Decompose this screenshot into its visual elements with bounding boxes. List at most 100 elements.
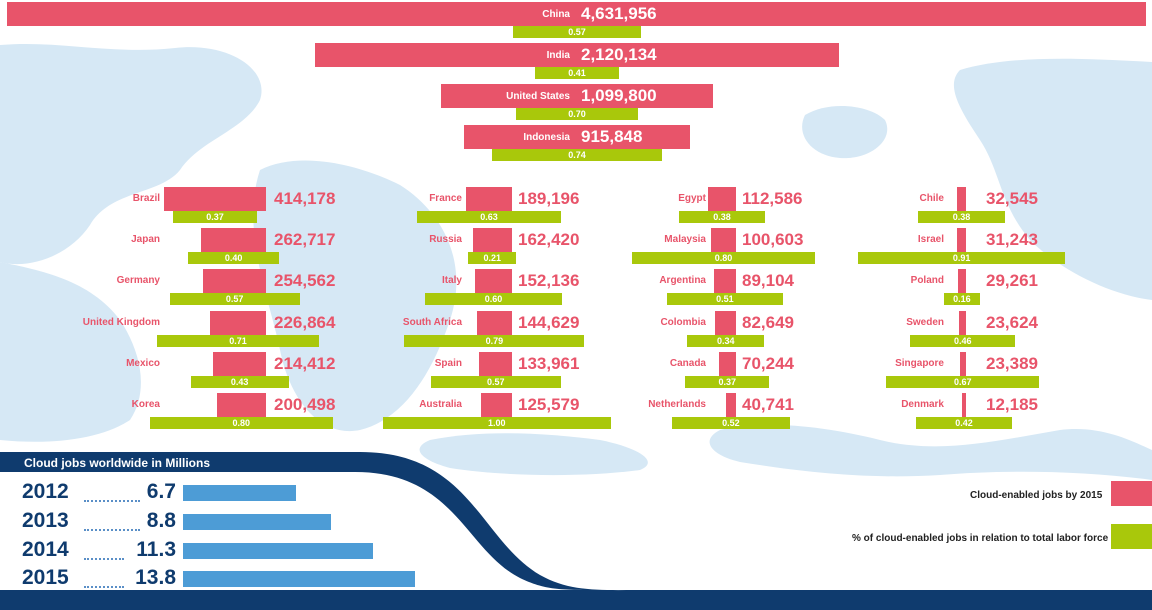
jobs-label-indonesia: 915,848 [581,127,643,146]
jobs-label-netherlands: 40,741 [742,395,794,414]
country-label-netherlands: Netherlands [648,399,706,410]
jobs-bar-italy [475,269,512,293]
pct-bar-brazil: 0.37 [172,211,258,223]
country-label-singapore: Singapore [895,358,944,369]
jobs-label-singapore: 23,389 [986,354,1038,373]
country-label-south-africa: South Africa [402,317,462,328]
pct-bar-united-kingdom: 0.71 [157,335,319,347]
pct-bar-netherlands: 0.52 [671,417,791,429]
jobs-label-egypt: 112,586 [742,189,803,208]
map-region-southeast [709,424,1152,480]
legend-jobs-label: Cloud-enabled jobs by 2015 [970,490,1103,501]
jobs-label-argentina: 89,104 [742,271,794,290]
country-label-indonesia: Indonesia [523,132,570,143]
jobs-bar-spain [479,352,512,376]
pct-bar-australia: 1.00 [382,417,611,429]
jobs-bar-russia [472,228,512,252]
pct-bar-korea: 0.80 [150,417,333,429]
jobs-bar-egypt [708,187,736,211]
jobs-label-poland: 29,261 [986,271,1038,290]
country-label-malaysia: Malaysia [664,234,706,245]
country-label-korea: Korea [131,399,160,410]
country-label-chile: Chile [919,193,944,204]
pct-bar-india: 0.41 [535,67,619,79]
map-region-east [953,58,1152,300]
country-label-italy: Italy [441,275,462,286]
pct-bar-colombia: 0.34 [686,335,765,347]
worldwide-value-2014: 11.3 [136,538,176,561]
pct-bar-chile: 0.38 [918,211,1005,223]
jobs-label-israel: 31,243 [986,230,1038,249]
country-label-colombia: Colombia [660,317,706,328]
source-note: Source: IDC White Paper Sponsored by Mic… [635,577,1019,586]
jobs-label-sweden: 23,624 [986,313,1038,332]
jobs-bar-germany [203,269,266,293]
pct-bar-china: 0.57 [513,26,641,38]
worldwide-year-2012: 2012 [22,480,69,503]
pct-bar-indonesia: 0.74 [492,149,662,161]
country-label-brazil: Brazil [132,193,160,204]
jobs-bar-sweden [959,311,966,335]
pct-bar-france: 0.63 [417,211,561,223]
jobs-label-united-kingdom: 226,864 [274,313,336,332]
jobs-bar-india [315,43,839,67]
jobs-label-united-states: 1,099,800 [581,86,657,105]
worldwide-leader-2013 [84,529,140,531]
worldwide-year-2013: 2013 [22,509,69,532]
pct-bar-canada: 0.37 [685,376,770,388]
country-label-canada: Canada [669,358,706,369]
jobs-bar-chile [957,187,966,211]
jobs-bar-china [7,2,1146,26]
jobs-label-australia: 125,579 [518,395,580,414]
jobs-label-malaysia: 100,603 [742,230,804,249]
map-region-west [0,43,262,265]
map-region-island [802,105,888,159]
jobs-bar-united-states [441,84,713,108]
jobs-bar-brazil [164,187,266,211]
jobs-bar-canada [718,352,736,376]
jobs-bar-australia [481,393,512,417]
worldwide-bar-2012 [183,485,296,501]
pct-bar-denmark: 0.42 [916,417,1012,429]
jobs-bar-singapore [959,352,966,376]
jobs-bar-united-kingdom [210,311,266,335]
world-panel-inner [0,472,600,590]
country-label-argentina: Argentina [659,275,706,286]
country-label-israel: Israel [917,234,944,245]
country-label-france: France [429,193,462,204]
pct-bar-poland: 0.16 [943,293,981,305]
pct-bar-argentina: 0.51 [666,293,784,305]
jobs-label-korea: 200,498 [274,395,336,414]
worldwide-year-2014: 2014 [22,538,69,561]
jobs-bar-mexico [213,352,266,376]
worldwide-leader-2015 [84,586,124,588]
pct-bar-germany: 0.57 [169,293,300,305]
worldwide-bar-2014 [183,543,373,559]
pct-bar-singapore: 0.67 [886,376,1040,388]
jobs-bar-israel [957,228,966,252]
map-region-center [253,160,457,432]
country-label-denmark: Denmark [901,399,944,410]
jobs-label-mexico: 214,412 [274,354,336,373]
country-label-germany: Germany [116,275,160,286]
jobs-label-south-africa: 144,629 [518,313,580,332]
worldwide-value-2013: 8.8 [146,509,176,532]
country-label-egypt: Egypt [678,193,706,204]
pct-bar-russia: 0.21 [468,252,517,264]
map-region-west-lower [0,262,141,442]
pct-bar-mexico: 0.43 [190,376,289,388]
pct-bar-south-africa: 0.79 [404,335,585,347]
worldwide-year-2015: 2015 [22,566,69,589]
country-label-united-states: United States [506,91,570,102]
country-label-spain: Spain [434,358,462,369]
worldwide-leader-2014 [84,558,124,560]
jobs-label-russia: 162,420 [518,230,580,249]
jobs-label-denmark: 12,185 [986,395,1038,414]
country-label-china: China [542,9,570,20]
jobs-bar-japan [201,228,266,252]
country-label-india: India [546,50,570,61]
jobs-label-brazil: 414,178 [274,189,336,208]
country-label-mexico: Mexico [126,358,160,369]
country-label-united-kingdom: United Kingdom [82,317,160,328]
